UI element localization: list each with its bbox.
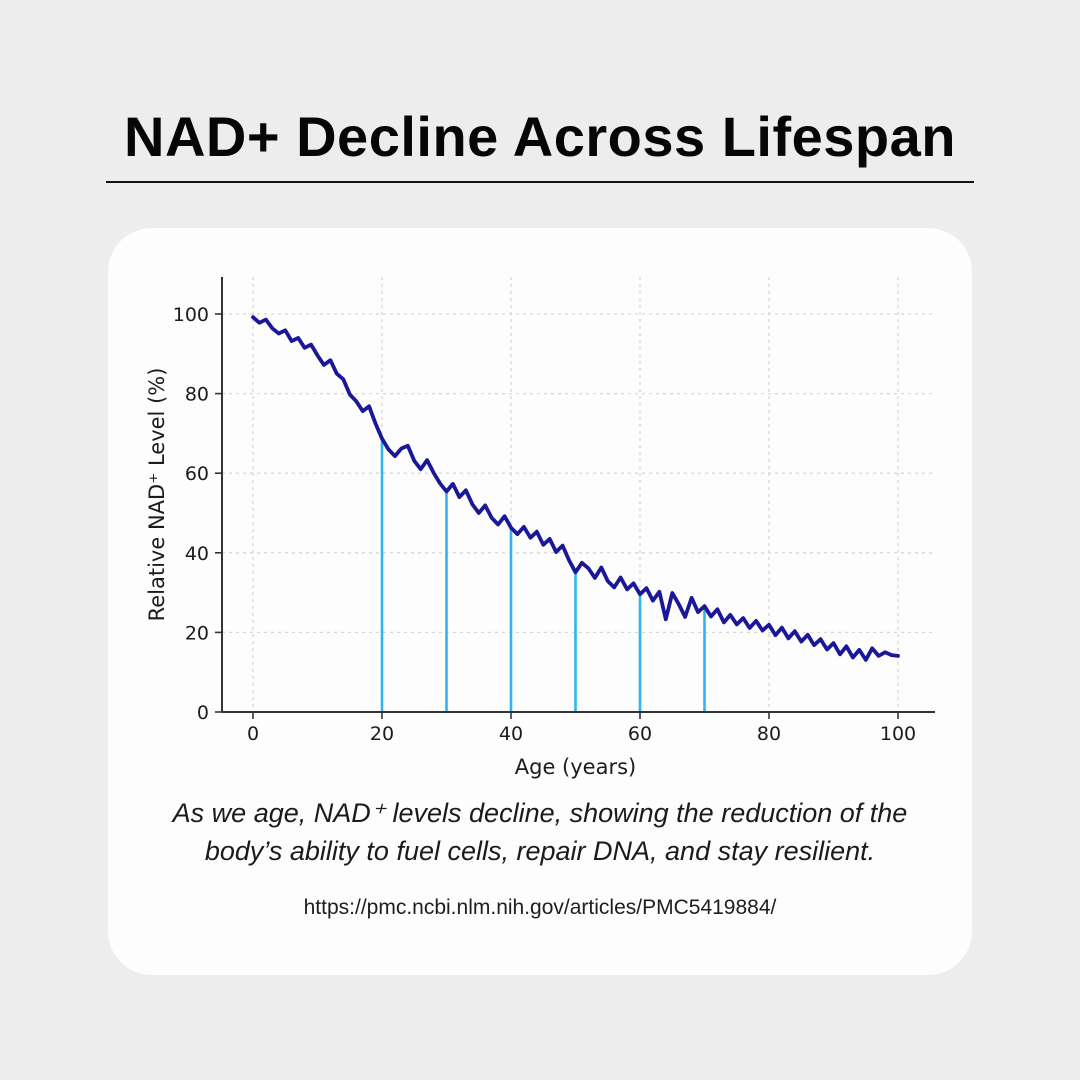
x-tick-label: 0 bbox=[247, 723, 259, 745]
x-tick-label: 100 bbox=[880, 723, 916, 745]
chart-card: 0 20 40 60 80 100 0 20 40 60 80 100 Age (years) Relat… bbox=[108, 228, 972, 975]
y-tick-label: 60 bbox=[185, 463, 209, 485]
nad-decline-line-chart: 0 20 40 60 80 100 0 20 40 60 80 100 Age (years) Relat… bbox=[145, 277, 935, 779]
x-tick-label: 80 bbox=[757, 723, 781, 745]
title-divider bbox=[106, 181, 974, 183]
caption-line-2: body’s ability to fuel cells, repair DNA… bbox=[204, 836, 876, 866]
caption-line-1: As we age, NAD⁺ levels decline, showing … bbox=[172, 798, 908, 828]
y-tick-label: 20 bbox=[185, 622, 209, 644]
source-url: https://pmc.ncbi.nlm.nih.gov/articles/PM… bbox=[303, 896, 777, 919]
x-tick-label: 60 bbox=[628, 723, 652, 745]
y-tick-label: 40 bbox=[185, 543, 209, 565]
x-tick-label: 20 bbox=[370, 723, 394, 745]
nad-level-curve bbox=[251, 315, 900, 662]
y-axis-label: Relative NAD⁺ Level (%) bbox=[145, 368, 169, 622]
y-tick-label: 100 bbox=[173, 304, 209, 326]
x-tick-label: 40 bbox=[499, 723, 523, 745]
y-tick-label: 80 bbox=[185, 384, 209, 406]
y-tick-label: 0 bbox=[197, 702, 209, 724]
chart-caption: As we age, NAD⁺ levels decline, showing … bbox=[148, 794, 932, 870]
x-axis-label: Age (years) bbox=[515, 755, 636, 779]
page-title: NAD+ Decline Across Lifespan bbox=[124, 105, 956, 168]
